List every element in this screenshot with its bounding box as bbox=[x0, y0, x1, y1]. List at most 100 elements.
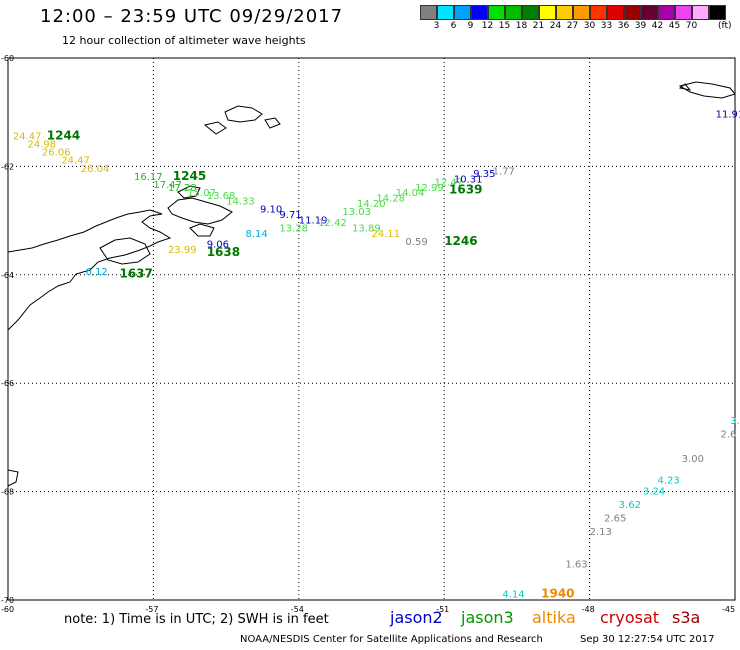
scale-label: 18 bbox=[515, 21, 528, 31]
credit-line: NOAA/NESDIS Center for Satellite Applica… bbox=[240, 634, 543, 645]
pass-time-label: 1244 bbox=[47, 128, 80, 142]
pass-time-label: 1637 bbox=[119, 267, 152, 281]
scale-label: 12 bbox=[481, 21, 494, 31]
map-title: 12:00 – 23:59 UTC 09/29/2017 bbox=[40, 6, 344, 27]
small-island-east bbox=[678, 83, 692, 91]
wave-height-value: 3.24 bbox=[643, 486, 665, 497]
south-shetland-3 bbox=[264, 117, 281, 129]
antarctic-peninsula-coast bbox=[7, 209, 172, 331]
satellite-s3a: s3a bbox=[672, 608, 701, 627]
james-ross-island bbox=[99, 237, 151, 265]
scale-swatch bbox=[658, 5, 675, 20]
satellite-cryosat: cryosat bbox=[600, 608, 660, 627]
latitude-label: -60 bbox=[1, 54, 14, 63]
satellite-altika: altika bbox=[532, 608, 576, 627]
wave-height-value: 6.12 bbox=[86, 267, 108, 278]
wave-height-value: 9.35 bbox=[473, 169, 495, 180]
wave-height-value: 4.14 bbox=[502, 589, 524, 600]
wave-height-value: 2.6 bbox=[720, 429, 736, 440]
wave-height-value: 14.28 bbox=[376, 194, 405, 205]
wave-height-value: 1.77 bbox=[493, 167, 515, 178]
scale-label: 9 bbox=[467, 21, 474, 31]
map-frame bbox=[7, 57, 736, 601]
wave-height-value: 24.47 bbox=[61, 156, 90, 167]
wave-height-value: 24.98 bbox=[27, 139, 56, 150]
wave-height-value: 13.03 bbox=[342, 207, 371, 218]
wave-height-value: 11.91 bbox=[716, 110, 740, 121]
lat-lon-grid: -60-62-64-66-68-70-60 -57 -54 -51 -48 -45 bbox=[1, 54, 735, 614]
longitude-label: -45 bbox=[722, 605, 735, 614]
scale-label: 24 bbox=[549, 21, 562, 31]
wave-height-value: 9.10 bbox=[260, 204, 282, 215]
wave-height-value: 15.07 bbox=[187, 188, 216, 199]
wave-height-value: 12.42 bbox=[318, 218, 347, 229]
scale-swatch bbox=[624, 5, 641, 20]
longitude-label: -48 bbox=[582, 605, 595, 614]
wave-height-value: 2.13 bbox=[590, 527, 612, 538]
scale-swatch bbox=[556, 5, 573, 20]
longitude-label: -60 bbox=[1, 605, 14, 614]
wave-height-value: 11.19 bbox=[299, 215, 328, 226]
longitude-label: -51 bbox=[436, 605, 449, 614]
wave-height-value: 17.28 bbox=[168, 183, 197, 194]
wave-height-value: 1.63 bbox=[565, 559, 587, 570]
latitude-label: -62 bbox=[1, 162, 14, 171]
scale-label: 45 bbox=[668, 21, 681, 31]
scale-label: 42 bbox=[651, 21, 664, 31]
scale-swatch bbox=[641, 5, 658, 20]
scale-label: 27 bbox=[566, 21, 579, 31]
scale-unit: (ft) bbox=[718, 21, 732, 31]
pass-time-label: 1245 bbox=[173, 169, 206, 183]
pass-time-label: 1246 bbox=[444, 234, 477, 248]
wave-height-value: 14.33 bbox=[226, 196, 255, 207]
wave-height-value: 16.17 bbox=[134, 172, 163, 183]
scale-swatch bbox=[420, 5, 437, 20]
wave-height-value: 14.20 bbox=[357, 199, 386, 210]
scale-label: 36 bbox=[617, 21, 630, 31]
south-shetland-1 bbox=[224, 105, 263, 123]
latitude-label: -66 bbox=[1, 379, 14, 388]
elephant-island-area bbox=[177, 185, 201, 199]
wave-height-value: 12.47 bbox=[435, 177, 464, 188]
scale-swatch bbox=[454, 5, 471, 20]
wave-height-value: 12.99 bbox=[415, 183, 444, 194]
longitude-label: -57 bbox=[145, 605, 158, 614]
dundee-island bbox=[189, 223, 215, 237]
south-orkney bbox=[678, 81, 736, 99]
wave-height-value: 3.00 bbox=[682, 454, 704, 465]
wave-height-color-scale bbox=[420, 5, 726, 20]
scale-swatch bbox=[692, 5, 709, 20]
wave-height-value: 2.65 bbox=[604, 513, 626, 524]
scale-swatch bbox=[709, 5, 726, 20]
wave-height-value: 4.23 bbox=[657, 475, 679, 486]
wave-height-value: 3.62 bbox=[619, 500, 641, 511]
scale-swatch bbox=[590, 5, 607, 20]
wave-height-value: 23.99 bbox=[168, 245, 197, 256]
wave-height-value: 26.06 bbox=[42, 148, 71, 159]
small-island-west bbox=[7, 469, 19, 487]
wave-height-value: 13.28 bbox=[279, 223, 308, 234]
coastline bbox=[7, 81, 736, 487]
south-shetland-2 bbox=[203, 121, 227, 135]
pass-time-label: 1638 bbox=[207, 245, 240, 259]
scale-swatch bbox=[471, 5, 488, 20]
wave-height-value: 26.04 bbox=[81, 164, 110, 175]
scale-swatch bbox=[607, 5, 624, 20]
satellite-jason3: jason3 bbox=[461, 608, 514, 627]
wave-height-value: 17.47 bbox=[153, 180, 182, 191]
wave-height-value: 0.59 bbox=[405, 237, 427, 248]
latitude-label: -64 bbox=[1, 271, 14, 280]
altimeter-observations: 11.9124.47124424.9826.0624.4726.0416.171… bbox=[13, 110, 740, 601]
scale-label: 39 bbox=[634, 21, 647, 31]
scale-swatch bbox=[505, 5, 522, 20]
scale-swatch bbox=[437, 5, 454, 20]
wave-height-value: 14.04 bbox=[396, 188, 425, 199]
scale-label: 6 bbox=[450, 21, 457, 31]
pass-time-label: 1639 bbox=[449, 183, 482, 197]
longitude-label: -54 bbox=[291, 605, 304, 614]
scale-label: 3 bbox=[433, 21, 440, 31]
latitude-label: -68 bbox=[1, 488, 14, 497]
wave-height-value: 8.14 bbox=[245, 229, 267, 240]
scale-label: 33 bbox=[600, 21, 613, 31]
wave-height-value: 9.06 bbox=[207, 240, 229, 251]
